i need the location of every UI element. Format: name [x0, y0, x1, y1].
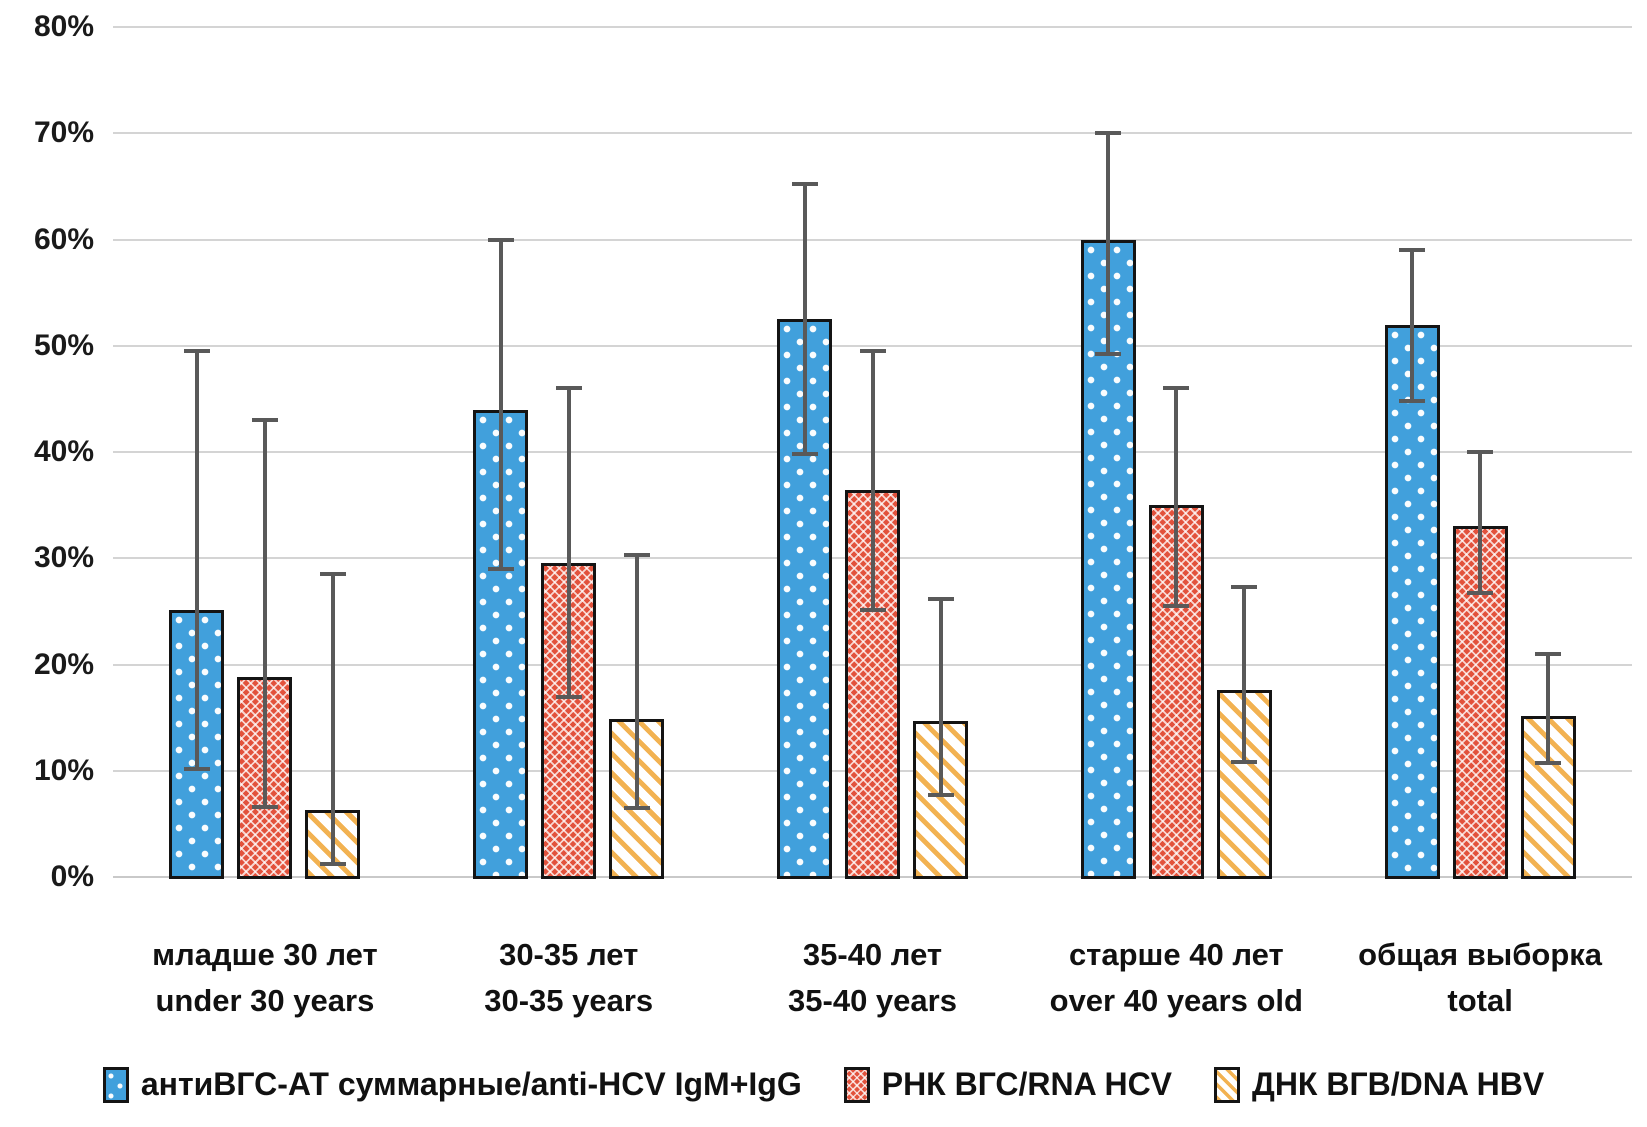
legend-item-1: антиВГС-АТ суммарные/anti-HCV IgM+IgG [102, 1066, 802, 1103]
x-category-label-4: старше 40 лет over 40 years old [1050, 932, 1303, 1024]
error-bar-line [1546, 653, 1551, 764]
bar-series3-cat4 [1216, 690, 1272, 879]
error-bar-cap-top [183, 349, 210, 354]
error-bar-cap-top [623, 553, 650, 558]
legend-label: ДНК ВГВ/DNA HBV [1252, 1066, 1545, 1102]
error-bar-cap-bottom [555, 695, 582, 700]
error-bar-cap-bottom [927, 793, 954, 798]
x-category-label-1: младше 30 лет under 30 years [152, 932, 378, 1024]
error-bar-cap-top [927, 596, 954, 601]
y-tick-label: 70% [33, 116, 94, 150]
error-bar-line [498, 239, 503, 569]
error-bar-cap-bottom [183, 766, 210, 771]
x-category-label-en: 35-40 years [788, 983, 957, 1018]
legend-item-3: ДНК ВГВ/DNA HBV [1214, 1066, 1544, 1103]
x-category-label-en: total [1447, 983, 1513, 1018]
y-tick-label: 10% [33, 753, 94, 787]
error-bar-line [262, 420, 267, 807]
error-bar-cap-bottom [319, 862, 346, 867]
error-bar-line [1174, 388, 1179, 607]
error-bar-line [1106, 133, 1111, 355]
error-bar-cap-bottom [859, 608, 886, 613]
y-tick-label: 40% [33, 435, 94, 468]
y-tick-label: 80% [33, 10, 94, 43]
error-bar-cap-top [1535, 651, 1562, 656]
error-bar-cap-top [1163, 386, 1190, 391]
error-bar-cap-bottom [623, 805, 650, 810]
error-bar-cap-bottom [1467, 591, 1494, 596]
x-category-label-2: 30-35 лет 30-35 years [484, 932, 653, 1024]
error-bar-cap-top [319, 572, 346, 577]
legend-swatch-diag-icon [1214, 1066, 1241, 1103]
x-category-label-3: 35-40 лет 35-40 years [788, 932, 957, 1024]
error-bar-cap-bottom [1399, 399, 1426, 403]
error-bar-cap-bottom [251, 804, 278, 809]
y-tick-label: 20% [33, 647, 94, 681]
x-category-label-ru: 30-35 лет [499, 937, 639, 972]
y-tick-label: 0% [50, 860, 94, 893]
error-bar-cap-top [1231, 584, 1258, 589]
error-bar-line [938, 598, 943, 796]
error-bar-line [1410, 250, 1415, 401]
legend-swatch-dots-icon [102, 1066, 129, 1103]
x-category-label-ru: общая выборка [1358, 937, 1603, 972]
error-bar-cap-top [1095, 131, 1122, 136]
gridline-70 [113, 132, 1632, 135]
chart-legend: антиВГС-АТ суммарные/anti-HCV IgM+IgG РНК… [0, 1066, 1647, 1103]
bar-series3-cat5 [1520, 715, 1576, 879]
error-bar-cap-bottom [1163, 604, 1190, 609]
error-bar-line [870, 351, 875, 611]
error-bar-cap-bottom [791, 452, 818, 457]
error-bar-cap-bottom [1095, 352, 1122, 357]
error-bar-cap-top [791, 182, 818, 187]
x-category-label-5: общая выборка total [1358, 932, 1602, 1024]
legend-label: РНК ВГС/RNA HCV [881, 1066, 1173, 1102]
x-category-label-ru: старше 40 лет [1068, 937, 1284, 972]
y-tick-label: 50% [33, 328, 94, 362]
x-category-label-en: 30-35 years [484, 983, 654, 1018]
error-bar-line [1242, 586, 1247, 763]
error-bar-line [634, 555, 639, 808]
error-bar-cap-top [1399, 248, 1426, 253]
error-bar-cap-bottom [1535, 761, 1562, 766]
y-tick-label: 60% [33, 222, 94, 256]
error-bar-cap-top [487, 237, 514, 242]
error-bar-line [330, 574, 335, 865]
error-bar-line [1478, 452, 1483, 594]
legend-swatch-cross-icon [843, 1066, 870, 1103]
error-bar-line [566, 388, 571, 698]
error-bar-cap-top [251, 418, 278, 423]
x-category-label-ru: 35-40 лет [802, 937, 943, 972]
error-bar-line [802, 184, 807, 455]
bar-series1-cat3 [777, 319, 832, 879]
gridline-60 [113, 238, 1632, 241]
error-bar-cap-bottom [487, 566, 514, 571]
error-bar-cap-bottom [1231, 760, 1258, 765]
error-bar-cap-top [859, 349, 886, 354]
bar-series2-cat2 [541, 562, 597, 879]
x-category-label-ru: младше 30 лет [152, 937, 378, 972]
error-bar-cap-top [1467, 450, 1494, 454]
legend-label: антиВГС-АТ суммарные/anti-HCV IgM+IgG [140, 1066, 802, 1102]
error-bar-cap-top [555, 386, 582, 391]
gridline-80 [113, 26, 1632, 28]
x-category-label-en: over 40 years old [1049, 983, 1303, 1018]
error-bar-line [194, 351, 199, 769]
x-category-label-en: under 30 years [155, 983, 375, 1018]
gridline-50 [113, 344, 1632, 347]
legend-item-2: РНК ВГС/RNA HCV [843, 1066, 1173, 1103]
y-tick-label: 30% [33, 541, 94, 575]
bar-series1-cat5 [1384, 324, 1440, 879]
